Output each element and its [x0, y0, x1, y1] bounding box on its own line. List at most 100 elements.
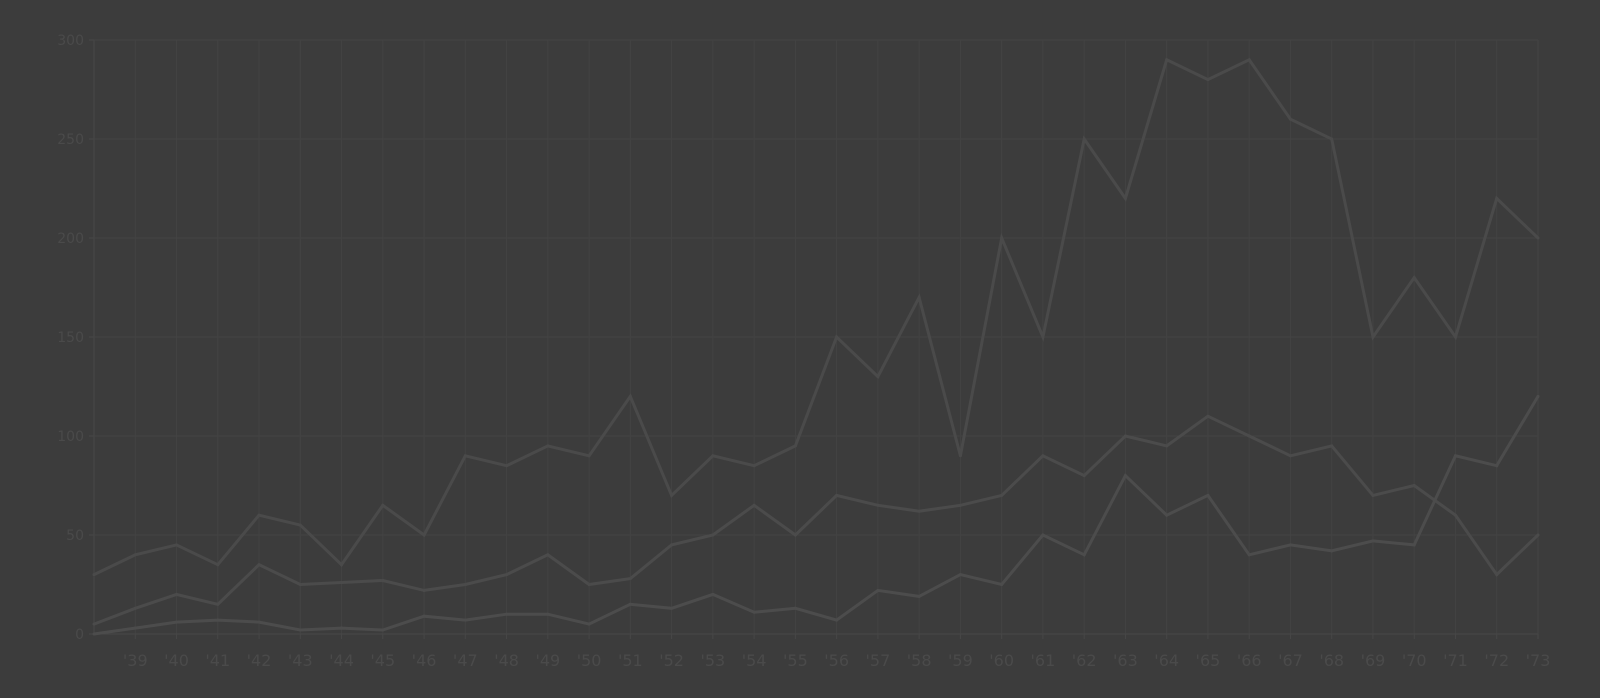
- data-point: [793, 606, 797, 610]
- data-point: [1288, 454, 1292, 458]
- y-tick-label: 300: [57, 33, 84, 49]
- data-point: [92, 632, 96, 636]
- series-3: [92, 394, 1540, 636]
- data-point: [1371, 335, 1375, 339]
- x-tick-label: '59: [948, 651, 973, 670]
- data-point: [1082, 553, 1086, 557]
- y-tick-label: 50: [66, 528, 84, 544]
- data-point: [1123, 434, 1127, 438]
- data-point: [1536, 533, 1540, 537]
- x-tick-label: '73: [1526, 651, 1551, 670]
- x-tick-label: '70: [1402, 651, 1427, 670]
- data-point: [1165, 513, 1169, 517]
- x-tick-label: '49: [535, 651, 560, 670]
- data-point: [1412, 543, 1416, 547]
- x-tick-label: '61: [1031, 651, 1056, 670]
- data-point: [298, 583, 302, 586]
- data-point: [216, 563, 220, 567]
- x-tick-label: '67: [1278, 651, 1303, 670]
- x-tick-label: '52: [659, 651, 684, 670]
- data-point: [92, 573, 96, 577]
- data-point: [1495, 573, 1499, 577]
- data-point: [133, 553, 137, 557]
- data-point: [1247, 58, 1251, 62]
- data-point: [587, 583, 591, 586]
- x-tick-label: '42: [247, 651, 272, 670]
- data-point: [175, 543, 179, 547]
- data-point: [1000, 493, 1004, 497]
- data-point: [1412, 484, 1416, 487]
- x-tick-label: '57: [866, 651, 891, 670]
- x-tick-label: '62: [1072, 651, 1097, 670]
- x-tick-label: '43: [288, 651, 313, 670]
- x-tick-label: '40: [164, 651, 189, 670]
- data-point: [1371, 493, 1375, 497]
- grid-lines: [94, 39, 1539, 635]
- data-point: [711, 533, 715, 537]
- x-tick-label: '53: [700, 651, 725, 670]
- data-point: [1330, 549, 1334, 553]
- x-tick-label: '72: [1484, 651, 1509, 670]
- data-point: [175, 620, 179, 624]
- data-point: [1082, 474, 1086, 478]
- data-point: [1371, 539, 1375, 543]
- series-lines: [92, 57, 1540, 636]
- data-point: [1536, 236, 1540, 240]
- x-tick-label: '39: [123, 651, 148, 670]
- data-point: [1206, 493, 1210, 497]
- data-point: [381, 579, 385, 583]
- data-point: [133, 626, 137, 630]
- data-point: [340, 581, 344, 585]
- x-tick-label: '47: [453, 651, 478, 670]
- data-point: [298, 523, 302, 527]
- data-point: [1041, 454, 1045, 458]
- data-point: [670, 543, 674, 547]
- data-point: [92, 622, 96, 626]
- data-point: [835, 335, 839, 339]
- data-point: [1288, 117, 1292, 121]
- data-point: [587, 454, 591, 458]
- data-point: [298, 628, 302, 632]
- x-tick-label: '68: [1319, 651, 1344, 670]
- x-tick-label: '71: [1443, 651, 1468, 670]
- series-2: [92, 414, 1540, 626]
- y-tick-label: 100: [57, 429, 84, 445]
- x-tick-label: '65: [1196, 651, 1221, 670]
- data-point: [1000, 236, 1004, 240]
- x-tick-label: '48: [494, 651, 519, 670]
- data-point: [1453, 454, 1457, 458]
- data-point: [628, 394, 632, 398]
- data-point: [546, 444, 550, 448]
- data-point: [175, 592, 179, 596]
- data-point: [752, 503, 756, 507]
- y-tick-label: 0: [75, 627, 84, 643]
- data-point: [793, 444, 797, 448]
- data-point: [257, 513, 261, 517]
- data-point: [1453, 513, 1457, 517]
- x-tick-label: '66: [1237, 651, 1262, 670]
- data-point: [505, 612, 509, 616]
- data-point: [340, 626, 344, 630]
- data-point: [752, 610, 756, 614]
- data-point: [1247, 553, 1251, 557]
- data-point: [422, 588, 426, 592]
- x-tick-label: '63: [1113, 651, 1138, 670]
- x-tick-label: '55: [783, 651, 808, 670]
- data-point: [958, 573, 962, 577]
- data-point: [133, 606, 137, 610]
- x-tick-label: '64: [1154, 651, 1179, 670]
- data-point: [1412, 276, 1416, 280]
- data-point: [1165, 444, 1169, 448]
- data-point: [257, 620, 261, 624]
- data-point: [340, 563, 344, 567]
- data-point: [422, 533, 426, 537]
- data-point: [587, 622, 591, 626]
- x-tick-label: '50: [577, 651, 602, 670]
- data-point: [670, 493, 674, 497]
- data-point: [876, 375, 880, 379]
- series-line-1: [93, 57, 1540, 576]
- data-point: [1495, 196, 1499, 200]
- data-point: [917, 594, 921, 598]
- data-point: [876, 503, 880, 507]
